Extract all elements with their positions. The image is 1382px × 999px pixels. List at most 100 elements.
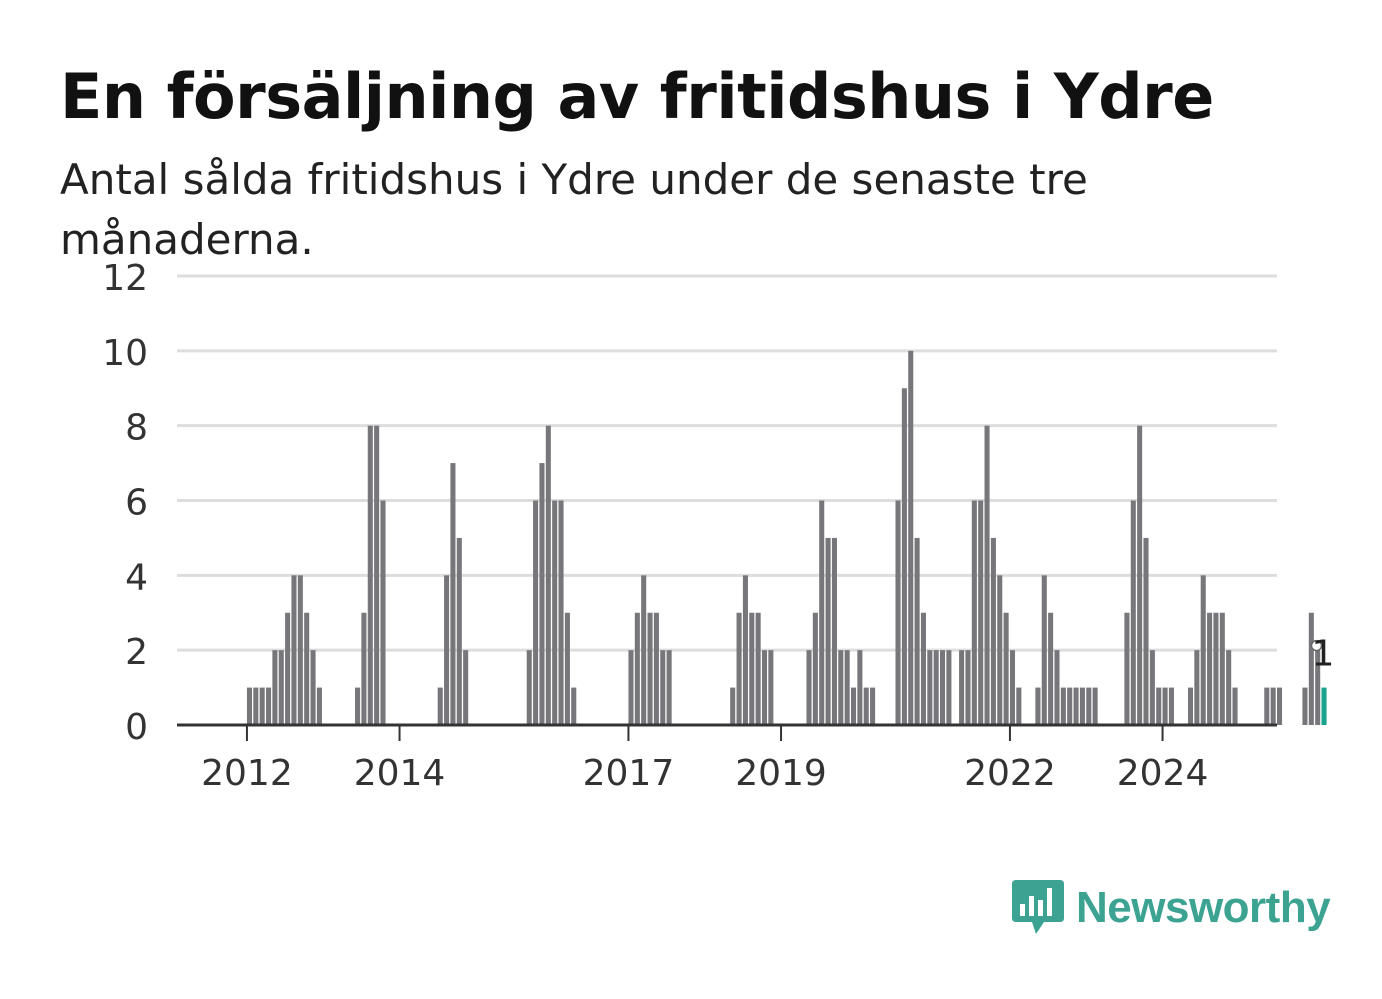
bar xyxy=(1308,612,1314,725)
bar xyxy=(437,687,443,725)
bar xyxy=(1277,687,1283,725)
bar xyxy=(742,575,748,725)
bar xyxy=(1079,687,1085,725)
bar xyxy=(838,650,844,725)
bar xyxy=(1054,650,1060,725)
bar xyxy=(558,500,564,725)
bar xyxy=(825,537,831,725)
bar xyxy=(920,612,926,725)
bar xyxy=(1149,650,1155,725)
bar xyxy=(526,650,532,725)
bar xyxy=(1302,687,1308,725)
bar xyxy=(564,612,570,725)
highlight-value-label: 1 xyxy=(1312,634,1335,675)
brand-name: Newsworthy xyxy=(1076,883,1331,932)
bar xyxy=(1124,612,1130,725)
bar xyxy=(1016,687,1022,725)
bar xyxy=(1060,687,1066,725)
bar xyxy=(1194,650,1200,725)
bar xyxy=(831,537,837,725)
bar xyxy=(857,650,863,725)
bar xyxy=(297,575,303,725)
bar xyxy=(901,388,907,725)
bar xyxy=(246,687,253,725)
bar xyxy=(1207,612,1213,725)
bar xyxy=(304,612,310,725)
bar xyxy=(463,650,469,725)
bar xyxy=(1035,687,1041,725)
x-tick-label: 2012 xyxy=(201,753,293,794)
bar xyxy=(1086,687,1092,725)
newsworthy-logo: Newsworthy xyxy=(1010,878,1331,938)
bar xyxy=(450,463,456,725)
bar xyxy=(380,500,386,725)
bar xyxy=(933,650,939,725)
bar xyxy=(316,687,322,725)
bar xyxy=(1041,575,1047,725)
bar xyxy=(539,463,545,725)
chart-title: En försäljning av fritidshus i Ydre xyxy=(60,60,1214,133)
bar xyxy=(984,425,990,725)
bar xyxy=(533,500,539,725)
bar xyxy=(641,575,647,725)
bar xyxy=(266,687,272,725)
bar xyxy=(653,612,659,725)
bar xyxy=(1130,500,1136,725)
bar xyxy=(946,650,952,725)
bar xyxy=(310,650,316,725)
bar xyxy=(1270,687,1276,725)
chart-subtitle: Antal sålda fritidshus i Ydre under de s… xyxy=(60,155,1088,264)
bar xyxy=(940,650,946,725)
bar xyxy=(259,687,265,725)
bar xyxy=(355,687,361,725)
bar xyxy=(1162,687,1168,725)
bar xyxy=(367,425,373,725)
bar xyxy=(361,612,367,725)
x-tick-label: 2022 xyxy=(964,753,1056,794)
bar xyxy=(278,650,284,725)
bar xyxy=(1315,650,1321,725)
bar xyxy=(571,687,577,725)
bar xyxy=(990,537,996,725)
bars xyxy=(246,350,1327,725)
bar xyxy=(927,650,933,725)
newsworthy-logo-icon xyxy=(1012,880,1064,934)
bar xyxy=(1168,687,1174,725)
y-tick-label: 10 xyxy=(102,333,148,374)
y-tick-label: 2 xyxy=(125,632,148,673)
bar xyxy=(1143,537,1149,725)
bar xyxy=(755,612,761,725)
bar xyxy=(761,650,768,725)
x-tick-label: 2024 xyxy=(1117,753,1209,794)
bar xyxy=(965,650,971,725)
bar xyxy=(749,612,755,725)
highlight-marker xyxy=(1310,639,1323,652)
gridlines xyxy=(177,274,1277,652)
bar xyxy=(1213,612,1219,725)
x-axis-labels: 2012 2014 2017 2019 2022 2024 xyxy=(201,725,1208,794)
y-tick-label: 12 xyxy=(102,258,148,299)
bar xyxy=(914,537,920,725)
bar xyxy=(1073,687,1079,725)
bar xyxy=(634,612,640,725)
bar xyxy=(1232,687,1238,725)
bar xyxy=(1003,612,1009,725)
bar xyxy=(1264,687,1270,725)
bar xyxy=(844,650,850,725)
bar xyxy=(272,650,278,725)
bar xyxy=(374,425,380,725)
bar xyxy=(628,650,634,725)
highlight-bar xyxy=(1321,687,1327,725)
bar xyxy=(730,687,736,725)
bar xyxy=(1200,575,1206,725)
bar xyxy=(812,612,818,725)
bar xyxy=(959,650,965,725)
bar xyxy=(908,350,914,725)
bar xyxy=(1226,650,1232,725)
bar xyxy=(1156,687,1162,725)
bar xyxy=(1137,425,1143,725)
bar xyxy=(552,500,558,725)
bar xyxy=(444,575,450,725)
bar xyxy=(768,650,774,725)
bar xyxy=(736,612,742,725)
